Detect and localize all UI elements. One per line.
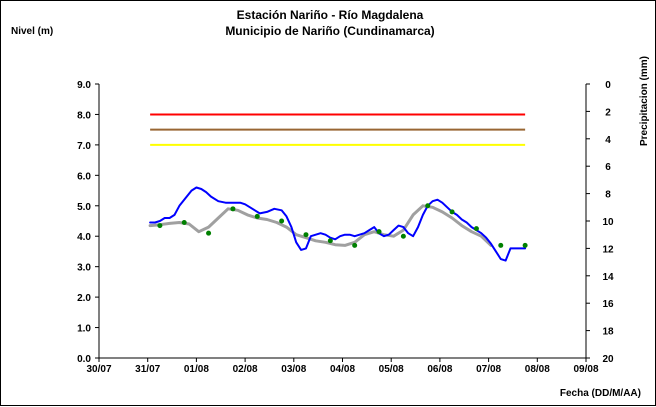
data-point: [376, 229, 382, 235]
y-tick-label: 7.0: [77, 141, 91, 152]
x-tick-label: 01/08: [184, 364, 209, 375]
x-tick-label: 31/07: [135, 364, 160, 375]
y2-tick-label: 0: [605, 80, 611, 91]
blue-series-line: [149, 186, 527, 262]
x-tick-label: 04/08: [330, 364, 355, 375]
y2-tick-label: 2: [605, 107, 611, 118]
data-point: [303, 232, 309, 238]
data-point: [473, 226, 479, 232]
data-point: [522, 242, 528, 248]
threshold-lines: [150, 113, 526, 146]
y-tick-label: 3.0: [77, 263, 91, 274]
data-point: [254, 213, 260, 219]
x-tick-label: 08/08: [525, 364, 550, 375]
y2-tick-label: 18: [602, 327, 614, 338]
y-tick-label: 0.0: [77, 354, 91, 365]
data-point: [327, 238, 333, 244]
gray-series-line: [148, 204, 493, 247]
data-point: [498, 242, 504, 248]
data-point: [449, 209, 455, 215]
y-tick-label: 2.0: [77, 293, 91, 304]
data-point: [206, 230, 212, 236]
y-tick-label: 6.0: [77, 171, 91, 182]
y2-tick-label: 4: [605, 135, 611, 146]
x-tick-label: 09/08: [573, 364, 598, 375]
x-axis-label: Fecha (DD/M/AA): [560, 388, 641, 399]
data-point: [279, 218, 285, 224]
y-axis-label: Nivel (m): [11, 26, 53, 37]
y2-tick-label: 6: [605, 162, 611, 173]
chart-title: Estación Nariño - Río Magdalena: [237, 8, 424, 22]
data-point: [181, 220, 187, 226]
y-tick-label: 5.0: [77, 202, 91, 213]
series-lines: [148, 186, 527, 262]
y2-tick-label: 10: [602, 217, 614, 228]
y2-tick-label: 20: [602, 354, 614, 365]
y2-tick-label: 12: [602, 244, 614, 255]
data-point: [157, 223, 163, 229]
x-tick-label: 06/08: [427, 364, 452, 375]
y-tick-label: 1.0: [77, 324, 91, 335]
y2-tick-label: 14: [602, 272, 614, 283]
x-tick-label: 07/08: [476, 364, 501, 375]
y2-tick-label: 16: [602, 299, 614, 310]
y-tick-label: 8.0: [77, 110, 91, 121]
x-tick-label: 03/08: [281, 364, 306, 375]
y2-axis-label: Precipitacion (mm): [639, 56, 650, 146]
x-tick-label: 05/08: [379, 364, 404, 375]
data-point: [230, 206, 236, 212]
data-point: [400, 233, 406, 239]
y-tick-label: 9.0: [77, 80, 91, 91]
data-point: [425, 203, 431, 209]
chart-subtitle: Municipio de Nariño (Cundinamarca): [225, 24, 434, 38]
axes: 0.0 1.0 2.0 3.0 4.0 5.0 6.0 7.0 8.0 9.0 0 2 4 6 8 10 12 1…: [77, 80, 614, 375]
x-tick-label: 02/08: [233, 364, 258, 375]
y-tick-label: 4.0: [77, 232, 91, 243]
data-points: [157, 203, 528, 248]
data-point: [352, 242, 358, 248]
x-tick-label: 30/07: [86, 364, 111, 375]
y2-tick-label: 8: [605, 190, 611, 201]
